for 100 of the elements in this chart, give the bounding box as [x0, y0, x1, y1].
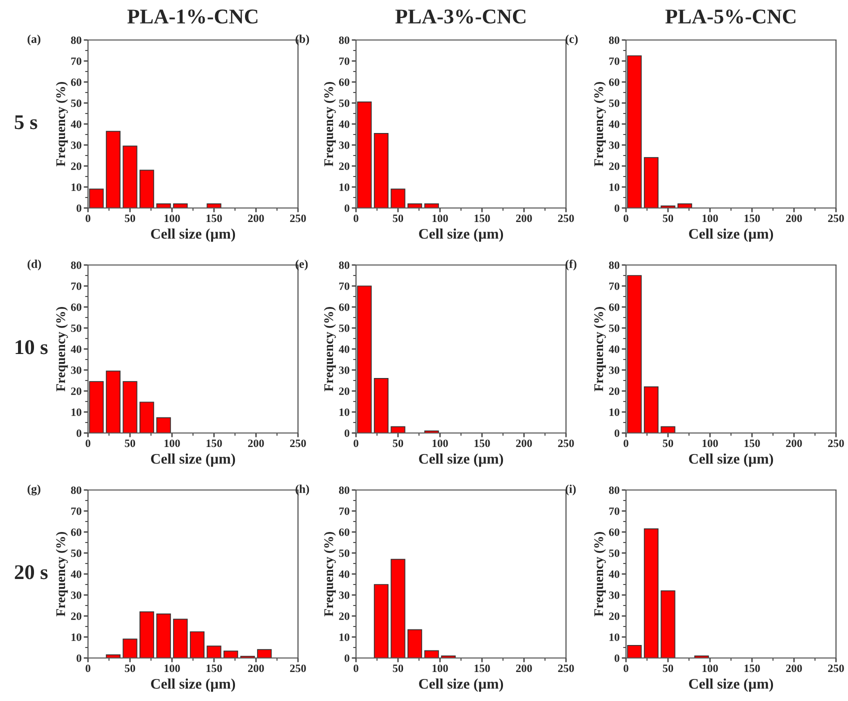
x-tick-label: 50: [392, 440, 404, 448]
y-tick-label: 50: [339, 99, 350, 107]
y-tick-label: 60: [339, 303, 350, 311]
y-tick-label: 70: [339, 57, 350, 65]
y-tick-label: 40: [70, 345, 82, 353]
y-tick-label: 60: [609, 303, 620, 311]
y-tick-label: 20: [609, 162, 620, 170]
x-tick-label: 100: [702, 214, 718, 222]
y-tick-label: 0: [344, 429, 350, 437]
y-axis-title: Frequency (%): [324, 82, 336, 166]
x-tick-label: 100: [164, 440, 180, 448]
x-tick-label: 0: [86, 664, 90, 672]
y-tick-label: 20: [71, 387, 82, 395]
x-tick-label: 250: [828, 214, 844, 222]
x-tick-label: 250: [828, 664, 844, 672]
x-axis-title: Cell size (µm): [419, 678, 504, 692]
y-tick-label: 50: [609, 99, 620, 107]
x-tick-label: 150: [206, 440, 222, 448]
annotation: (f): [566, 260, 576, 270]
text: 10 s: [16, 340, 48, 354]
annotation: (h): [296, 484, 310, 496]
y-axis-title: Frequency (%): [324, 307, 336, 392]
x-tick-label: 150: [474, 664, 490, 672]
x-tick-label: 200: [516, 214, 532, 222]
x-tick-label: 200: [786, 664, 802, 672]
y-axis-title: Frequency (%): [594, 307, 606, 392]
x-tick-label: 150: [206, 214, 222, 222]
x-tick-label: 100: [702, 664, 718, 672]
text: (g): [28, 484, 40, 496]
annotation: (c): [566, 34, 578, 46]
y-tick-label: 50: [609, 324, 620, 332]
x-tick-label: 50: [392, 664, 404, 672]
chart-title: PLA-3%-CNC: [395, 9, 526, 24]
y-tick-label: 0: [344, 204, 350, 212]
y-tick-label: 40: [70, 120, 82, 128]
x-axis-title: Cell size (µm): [419, 228, 504, 242]
x-tick-label: 150: [206, 664, 222, 672]
y-tick-label: 60: [609, 528, 620, 536]
y-tick-label: 20: [71, 612, 82, 620]
x-tick-label: 200: [248, 440, 264, 448]
y-tick-label: 40: [338, 570, 350, 578]
x-tick-label: 50: [124, 214, 136, 222]
y-tick-label: 70: [609, 282, 620, 290]
y-tick-label: 60: [339, 78, 350, 86]
y-tick-label: 70: [71, 282, 82, 290]
x-axis-title: Cell size (µm): [419, 453, 504, 467]
y-tick-label: 20: [339, 162, 350, 170]
y-tick-label: 60: [71, 303, 82, 311]
y-tick-label: 10: [610, 633, 620, 641]
y-tick-label: 50: [71, 549, 82, 557]
y-tick-label: 50: [71, 324, 82, 332]
y-axis-title: Frequency (%): [56, 82, 68, 166]
x-tick-label: 0: [86, 214, 90, 222]
chart-title: PLA-1%-CNC: [127, 9, 258, 24]
y-tick-label: 0: [614, 429, 620, 437]
x-tick-label: 200: [786, 214, 802, 222]
annotation: (i): [566, 484, 576, 496]
x-axis-title: Cell size (µm): [689, 228, 774, 242]
y-tick-label: 50: [339, 324, 350, 332]
y-tick-label: 70: [71, 507, 82, 515]
y-tick-label: 70: [609, 507, 620, 515]
y-tick-label: 30: [71, 141, 82, 149]
x-tick-label: 0: [624, 214, 628, 222]
y-axis-title: Frequency (%): [594, 532, 606, 616]
y-tick-label: 40: [338, 345, 350, 353]
y-tick-label: 80: [609, 261, 620, 269]
x-tick-label: 50: [124, 440, 136, 448]
y-tick-label: 10: [340, 633, 350, 641]
y-tick-label: 10: [340, 183, 350, 191]
y-tick-label: 0: [614, 204, 620, 212]
x-axis-title: Cell size (µm): [151, 228, 236, 242]
y-tick-label: 30: [609, 591, 620, 599]
y-tick-label: 60: [71, 528, 82, 536]
y-tick-label: 20: [609, 612, 620, 620]
x-tick-label: 100: [164, 214, 180, 222]
y-tick-label: 40: [338, 120, 350, 128]
y-tick-label: 80: [71, 486, 82, 494]
y-tick-label: 80: [339, 486, 350, 494]
x-tick-label: 100: [432, 440, 448, 448]
y-tick-label: 80: [339, 261, 350, 269]
y-axis-title: Frequency (%): [56, 532, 68, 616]
x-tick-label: 0: [624, 664, 628, 672]
x-tick-label: 0: [354, 664, 358, 672]
x-tick-label: 0: [354, 440, 358, 448]
y-tick-label: 20: [339, 612, 350, 620]
y-tick-label: 20: [71, 162, 82, 170]
x-axis-title: Cell size (µm): [151, 453, 236, 467]
x-tick-label: 200: [786, 440, 802, 448]
y-tick-label: 0: [76, 429, 82, 437]
text: (a): [28, 34, 40, 46]
y-tick-label: 80: [609, 36, 620, 44]
y-tick-label: 20: [339, 387, 350, 395]
y-tick-label: 70: [71, 57, 82, 65]
y-tick-label: 60: [71, 78, 82, 86]
x-tick-label: 50: [392, 214, 404, 222]
y-tick-label: 10: [340, 408, 350, 416]
y-tick-label: 30: [71, 366, 82, 374]
y-tick-label: 0: [344, 654, 350, 662]
y-tick-label: 50: [339, 549, 350, 557]
x-tick-label: 200: [516, 440, 532, 448]
